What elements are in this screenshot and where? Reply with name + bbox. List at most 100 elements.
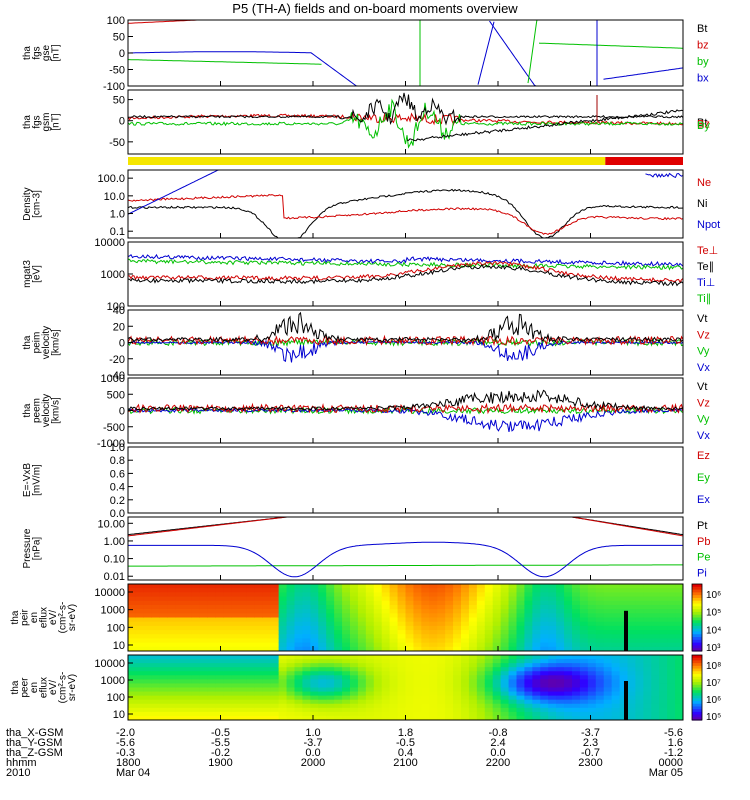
heatmap-cell xyxy=(365,609,375,614)
heatmap-cell xyxy=(461,621,470,627)
heatmap-cell xyxy=(492,600,502,606)
heatmap-cell xyxy=(532,699,541,705)
heatmap-cell xyxy=(278,695,288,701)
heatmap-cell xyxy=(579,655,589,660)
heatmap-cell xyxy=(143,695,153,701)
heatmap-cell xyxy=(556,621,565,627)
colorbar-cell xyxy=(692,695,702,699)
heatmap-cell xyxy=(318,659,327,664)
heatmap-cell xyxy=(453,588,462,593)
heatmap-cell xyxy=(135,679,145,685)
heatmap-cell xyxy=(350,687,359,693)
heatmap-cell xyxy=(635,638,644,644)
heatmap-cell xyxy=(437,621,446,627)
heatmap-cell xyxy=(556,687,565,693)
heatmap-cell xyxy=(667,703,676,709)
heatmap-cell xyxy=(572,625,581,631)
heatmap-cell xyxy=(199,663,208,668)
heatmap-cell xyxy=(365,687,375,693)
heatmap-cell xyxy=(199,592,208,598)
heatmap-cell xyxy=(461,642,470,648)
legend-label: bx xyxy=(697,73,709,85)
heatmap-cell xyxy=(579,675,589,680)
heatmap-cell xyxy=(587,630,597,635)
heatmap-cell xyxy=(587,634,597,640)
heatmap-cell xyxy=(484,617,494,623)
heatmap-cell xyxy=(326,703,335,709)
legend-label: Pi xyxy=(697,567,707,579)
heatmap-cell xyxy=(643,625,652,631)
heatmap-cell xyxy=(429,609,438,614)
x-tick-label: -0.8 xyxy=(489,727,508,739)
heatmap-cell xyxy=(128,609,137,614)
heatmap-cell xyxy=(199,715,208,720)
heatmap-cell xyxy=(627,592,637,598)
heatmap-cell xyxy=(667,600,676,606)
heatmap-cell xyxy=(405,699,415,705)
heatmap-cell xyxy=(262,642,272,648)
heatmap-cell xyxy=(659,671,668,676)
heatmap-cell xyxy=(389,655,399,660)
heatmap-cell xyxy=(516,703,526,709)
heatmap-cell xyxy=(659,621,668,627)
heatmap-cell xyxy=(151,715,161,720)
heatmap-cell xyxy=(231,675,240,680)
heatmap-cell xyxy=(548,691,557,697)
heatmap-cell xyxy=(595,711,605,717)
heatmap-cell xyxy=(667,638,676,644)
heatmap-cell xyxy=(357,699,367,705)
heatmap-cell xyxy=(175,663,185,668)
heatmap-cell xyxy=(262,659,272,664)
heatmap-cell xyxy=(659,687,668,693)
heatmap-cell xyxy=(572,715,581,720)
heatmap-cell xyxy=(548,679,557,685)
heatmap-cell xyxy=(667,699,676,705)
heatmap-cell xyxy=(175,613,185,619)
heatmap-cell xyxy=(548,655,557,660)
x-tick-label: -5.5 xyxy=(211,737,230,749)
heatmap-cell xyxy=(595,634,605,640)
heatmap-cell xyxy=(342,703,351,709)
Tiperp-series xyxy=(128,253,683,267)
heatmap-cell xyxy=(540,646,549,651)
legend-label: Npot xyxy=(697,219,720,231)
heatmap-cell xyxy=(334,634,343,640)
heatmap-cell xyxy=(151,596,161,602)
heatmap-cell xyxy=(468,613,478,619)
legend-label: Vy xyxy=(697,414,710,426)
heatmap-cell xyxy=(516,609,526,614)
heatmap-cell xyxy=(429,663,438,668)
legend-label: Pt xyxy=(697,520,707,532)
heatmap-cell xyxy=(524,621,533,627)
heatmap-cell xyxy=(445,675,454,680)
heatmap-cell xyxy=(445,638,454,644)
heatmap-cell xyxy=(183,679,193,685)
heatmap-cell xyxy=(191,609,200,614)
heatmap-cell xyxy=(350,703,359,709)
x-tick-label: 2.4 xyxy=(490,737,505,749)
heatmap-cell xyxy=(334,638,343,644)
heatmap-cell xyxy=(294,695,304,701)
heatmap-cell xyxy=(318,609,327,614)
heatmap-cell xyxy=(334,596,343,602)
heatmap-cell xyxy=(326,592,335,598)
y-tick-label: 10.0 xyxy=(104,191,125,203)
y-axis-label: [nT] xyxy=(51,44,62,61)
heatmap-cell xyxy=(516,655,526,660)
heatmap-cell xyxy=(603,675,613,680)
heatmap-cell xyxy=(429,659,438,664)
heatmap-cell xyxy=(373,609,383,614)
heatmap-cell xyxy=(310,617,319,623)
heatmap-cell xyxy=(429,691,438,697)
heatmap-cell xyxy=(484,638,494,644)
heatmap-cell xyxy=(405,679,415,685)
heatmap-cell xyxy=(429,646,438,651)
heatmap-cell xyxy=(334,691,343,697)
heatmap-cell xyxy=(350,617,359,623)
heatmap-cell xyxy=(357,588,367,593)
heatmap-cell xyxy=(627,634,637,640)
heatmap-cell xyxy=(128,638,137,644)
heatmap-cell xyxy=(413,638,422,644)
heatmap-cell xyxy=(151,691,161,697)
